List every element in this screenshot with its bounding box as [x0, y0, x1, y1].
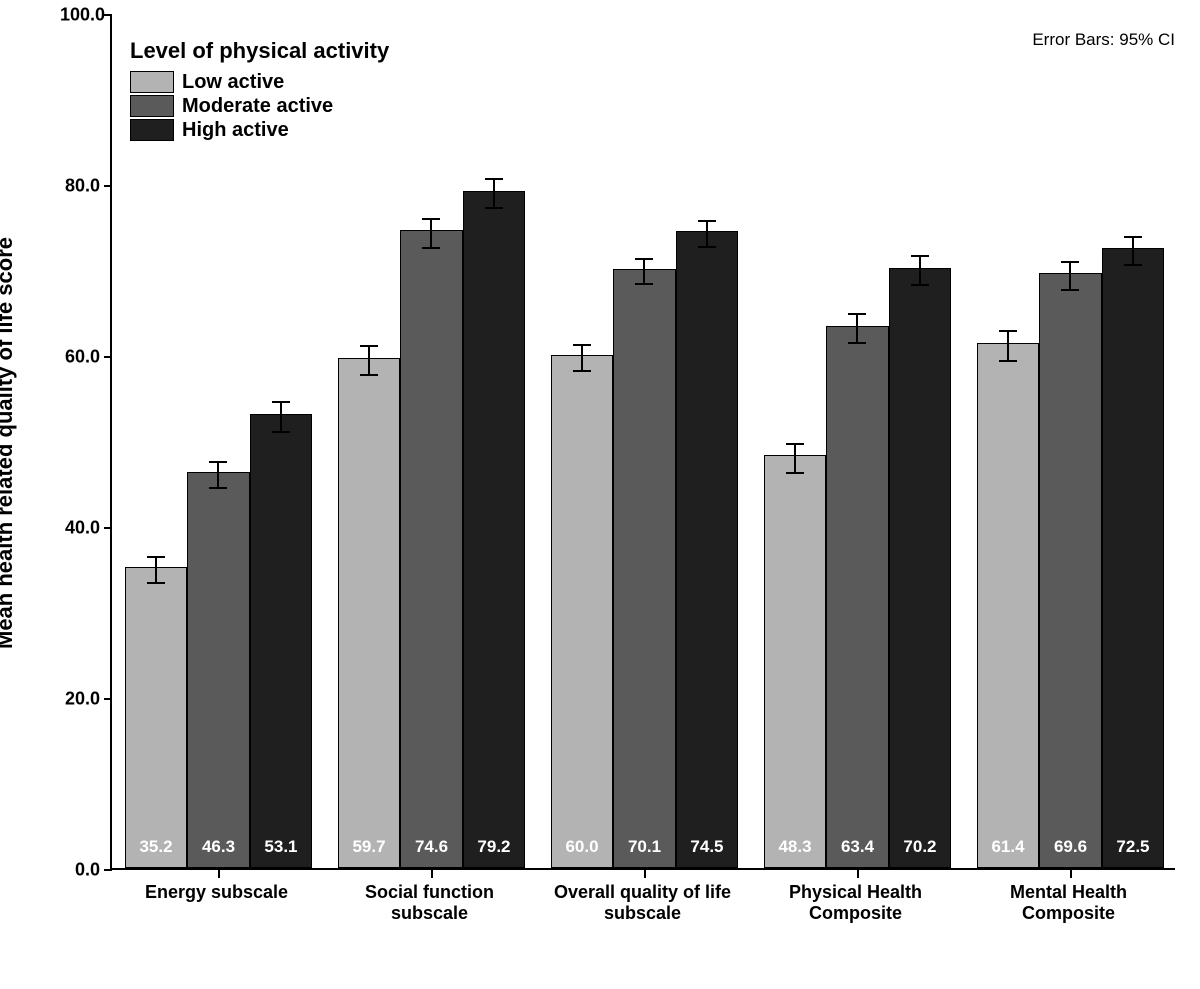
bar: 72.5: [1102, 248, 1164, 868]
legend-swatch: [130, 95, 174, 117]
y-tick-label: 60.0: [60, 347, 100, 368]
legend-title: Level of physical activity: [130, 38, 389, 64]
legend: Level of physical activity Low activeMod…: [130, 38, 389, 142]
x-category-label: Social functionsubscale: [323, 882, 536, 923]
bar-value-label: 79.2: [464, 837, 524, 857]
bar: 53.1: [250, 414, 312, 868]
bar-value-label: 74.5: [677, 837, 737, 857]
y-tick-label: 0.0: [60, 860, 100, 881]
bar: 70.2: [889, 268, 951, 868]
bar: 69.6: [1039, 273, 1101, 868]
bar-value-label: 63.4: [827, 837, 887, 857]
bar: 48.3: [764, 455, 826, 868]
bar: 63.4: [826, 326, 888, 868]
bar-value-label: 60.0: [552, 837, 612, 857]
bar: 79.2: [463, 191, 525, 868]
legend-label: Low active: [182, 71, 284, 94]
x-category-label: Energy subscale: [110, 882, 323, 903]
bar: 74.6: [400, 230, 462, 868]
bar-value-label: 70.1: [614, 837, 674, 857]
bar-value-label: 70.2: [890, 837, 950, 857]
bar-value-label: 59.7: [339, 837, 399, 857]
x-category-label: Physical HealthComposite: [749, 882, 962, 923]
bar: 74.5: [676, 231, 738, 868]
legend-item: High active: [130, 118, 389, 142]
bar-value-label: 72.5: [1103, 837, 1163, 857]
bar-value-label: 53.1: [251, 837, 311, 857]
y-tick-label: 80.0: [60, 176, 100, 197]
bar-value-label: 48.3: [765, 837, 825, 857]
x-category-label: Overall quality of lifesubscale: [536, 882, 749, 923]
bar-value-label: 46.3: [188, 837, 248, 857]
y-tick-label: 40.0: [60, 518, 100, 539]
x-category-label: Mental HealthComposite: [962, 882, 1175, 923]
bar-value-label: 61.4: [978, 837, 1038, 857]
bar: 70.1: [613, 269, 675, 868]
legend-label: High active: [182, 119, 289, 142]
legend-swatch: [130, 71, 174, 93]
y-axis-label: Mean health related quality of life scor…: [0, 15, 18, 870]
legend-label: Moderate active: [182, 95, 333, 118]
y-tick-label: 20.0: [60, 689, 100, 710]
bar: 60.0: [551, 355, 613, 868]
chart-container: Mean health related quality of life scor…: [0, 0, 1200, 989]
error-bar-note: Error Bars: 95% CI: [1032, 30, 1175, 50]
bar-value-label: 69.6: [1040, 837, 1100, 857]
legend-swatch: [130, 119, 174, 141]
legend-item: Low active: [130, 70, 389, 94]
y-tick-label: 100.0: [60, 5, 100, 26]
legend-item: Moderate active: [130, 94, 389, 118]
bar: 35.2: [125, 567, 187, 868]
bar-value-label: 74.6: [401, 837, 461, 857]
bar: 61.4: [977, 343, 1039, 868]
plot-area: 35.246.353.1 59.774.679.2 60.070.174.5 48.3…: [110, 15, 1175, 870]
bar: 59.7: [338, 358, 400, 868]
bar-value-label: 35.2: [126, 837, 186, 857]
bar: 46.3: [187, 472, 249, 868]
